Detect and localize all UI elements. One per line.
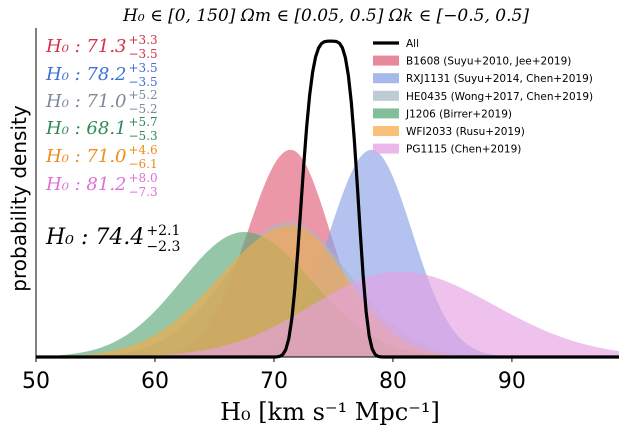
h0-annotation-upper-0: +3.3 bbox=[129, 33, 158, 47]
h0-annotation-lower-5: −7.3 bbox=[129, 185, 158, 199]
h0-annotation-lower-4: −6.1 bbox=[129, 157, 158, 171]
h0-annotation-upper-4: +4.6 bbox=[129, 143, 158, 157]
legend-swatch-3 bbox=[373, 90, 399, 101]
h0-annotation-upper-3: +5.7 bbox=[129, 115, 158, 129]
legend-label-3: HE0435 (Wong+2017, Chen+2019) bbox=[406, 91, 593, 103]
legend-label-4: J1206 (Birrer+2019) bbox=[405, 108, 512, 120]
legend-label-0: All bbox=[406, 38, 419, 50]
legend-swatch-2 bbox=[373, 73, 399, 84]
h0-annotation-lower-3: −5.3 bbox=[129, 129, 158, 143]
h0-annotation-upper-2: +5.2 bbox=[129, 88, 158, 102]
h0-annotation-lower-0: −3.5 bbox=[129, 47, 158, 61]
x-tick-label-4: 90 bbox=[498, 369, 526, 394]
h0-annotation-upper-5: +8.0 bbox=[129, 171, 158, 185]
legend-label-1: B1608 (Suyu+2010, Jee+2019) bbox=[406, 56, 571, 68]
legend: All B1608 (Suyu+2010, Jee+2019) RXJ1131 (S… bbox=[373, 38, 593, 156]
legend-label-6: PG1115 (Chen+2019) bbox=[406, 144, 521, 156]
legend-label-2: RXJ1131 (Suyu+2014, Chen+2019) bbox=[406, 73, 593, 85]
h0-annotation-5: H₀ : 81.2 bbox=[45, 174, 127, 195]
x-axis-label: H₀ [km s⁻¹ Mpc⁻¹] bbox=[220, 398, 440, 426]
legend-swatch-1 bbox=[373, 55, 399, 66]
h0-annotation-0: H₀ : 71.3 bbox=[45, 36, 127, 57]
density-fill-5 bbox=[36, 225, 619, 357]
h0-annotations: H₀ : 71.3 +3.3−3.5H₀ : 78.2 +3.5−3.5H₀ : 7… bbox=[45, 33, 180, 255]
legend-swatch-4 bbox=[373, 108, 399, 119]
x-tick-label-0: 50 bbox=[22, 369, 50, 394]
legend-label-5: WFI2033 (Rusu+2019) bbox=[406, 126, 525, 138]
h0-annotation-4: H₀ : 71.0 bbox=[45, 146, 127, 167]
chart-title: H₀ ∈ [0, 150] Ωm ∈ [0.05, 0.5] Ωk ∈ [−0.… bbox=[122, 6, 529, 26]
h0-annotation-lower-6: −2.3 bbox=[146, 239, 180, 255]
h0-annotation-2: H₀ : 71.0 bbox=[45, 91, 127, 112]
density-fill-6 bbox=[36, 271, 619, 357]
h0-annotation-upper-6: +2.1 bbox=[146, 223, 180, 239]
axes: 50 60 70 80 90 bbox=[22, 28, 619, 394]
x-tick-label-1: 60 bbox=[141, 369, 169, 394]
x-tick-label-2: 70 bbox=[260, 369, 288, 394]
h0-annotation-upper-1: +3.5 bbox=[129, 61, 158, 75]
legend-swatch-5 bbox=[373, 126, 399, 136]
h0-annotation-lower-1: −3.5 bbox=[129, 75, 158, 89]
x-tick-label-3: 80 bbox=[379, 369, 407, 394]
h0-annotation-1: H₀ : 78.2 bbox=[45, 64, 127, 85]
h0-annotation-6: H₀ : 74.4 bbox=[45, 225, 144, 250]
h0-annotation-lower-2: −5.2 bbox=[129, 102, 158, 116]
h0-annotation-3: H₀ : 68.1 bbox=[45, 118, 127, 139]
density-fills bbox=[36, 149, 619, 357]
y-axis-label: probability density bbox=[7, 105, 31, 292]
legend-swatch-6 bbox=[373, 143, 399, 154]
